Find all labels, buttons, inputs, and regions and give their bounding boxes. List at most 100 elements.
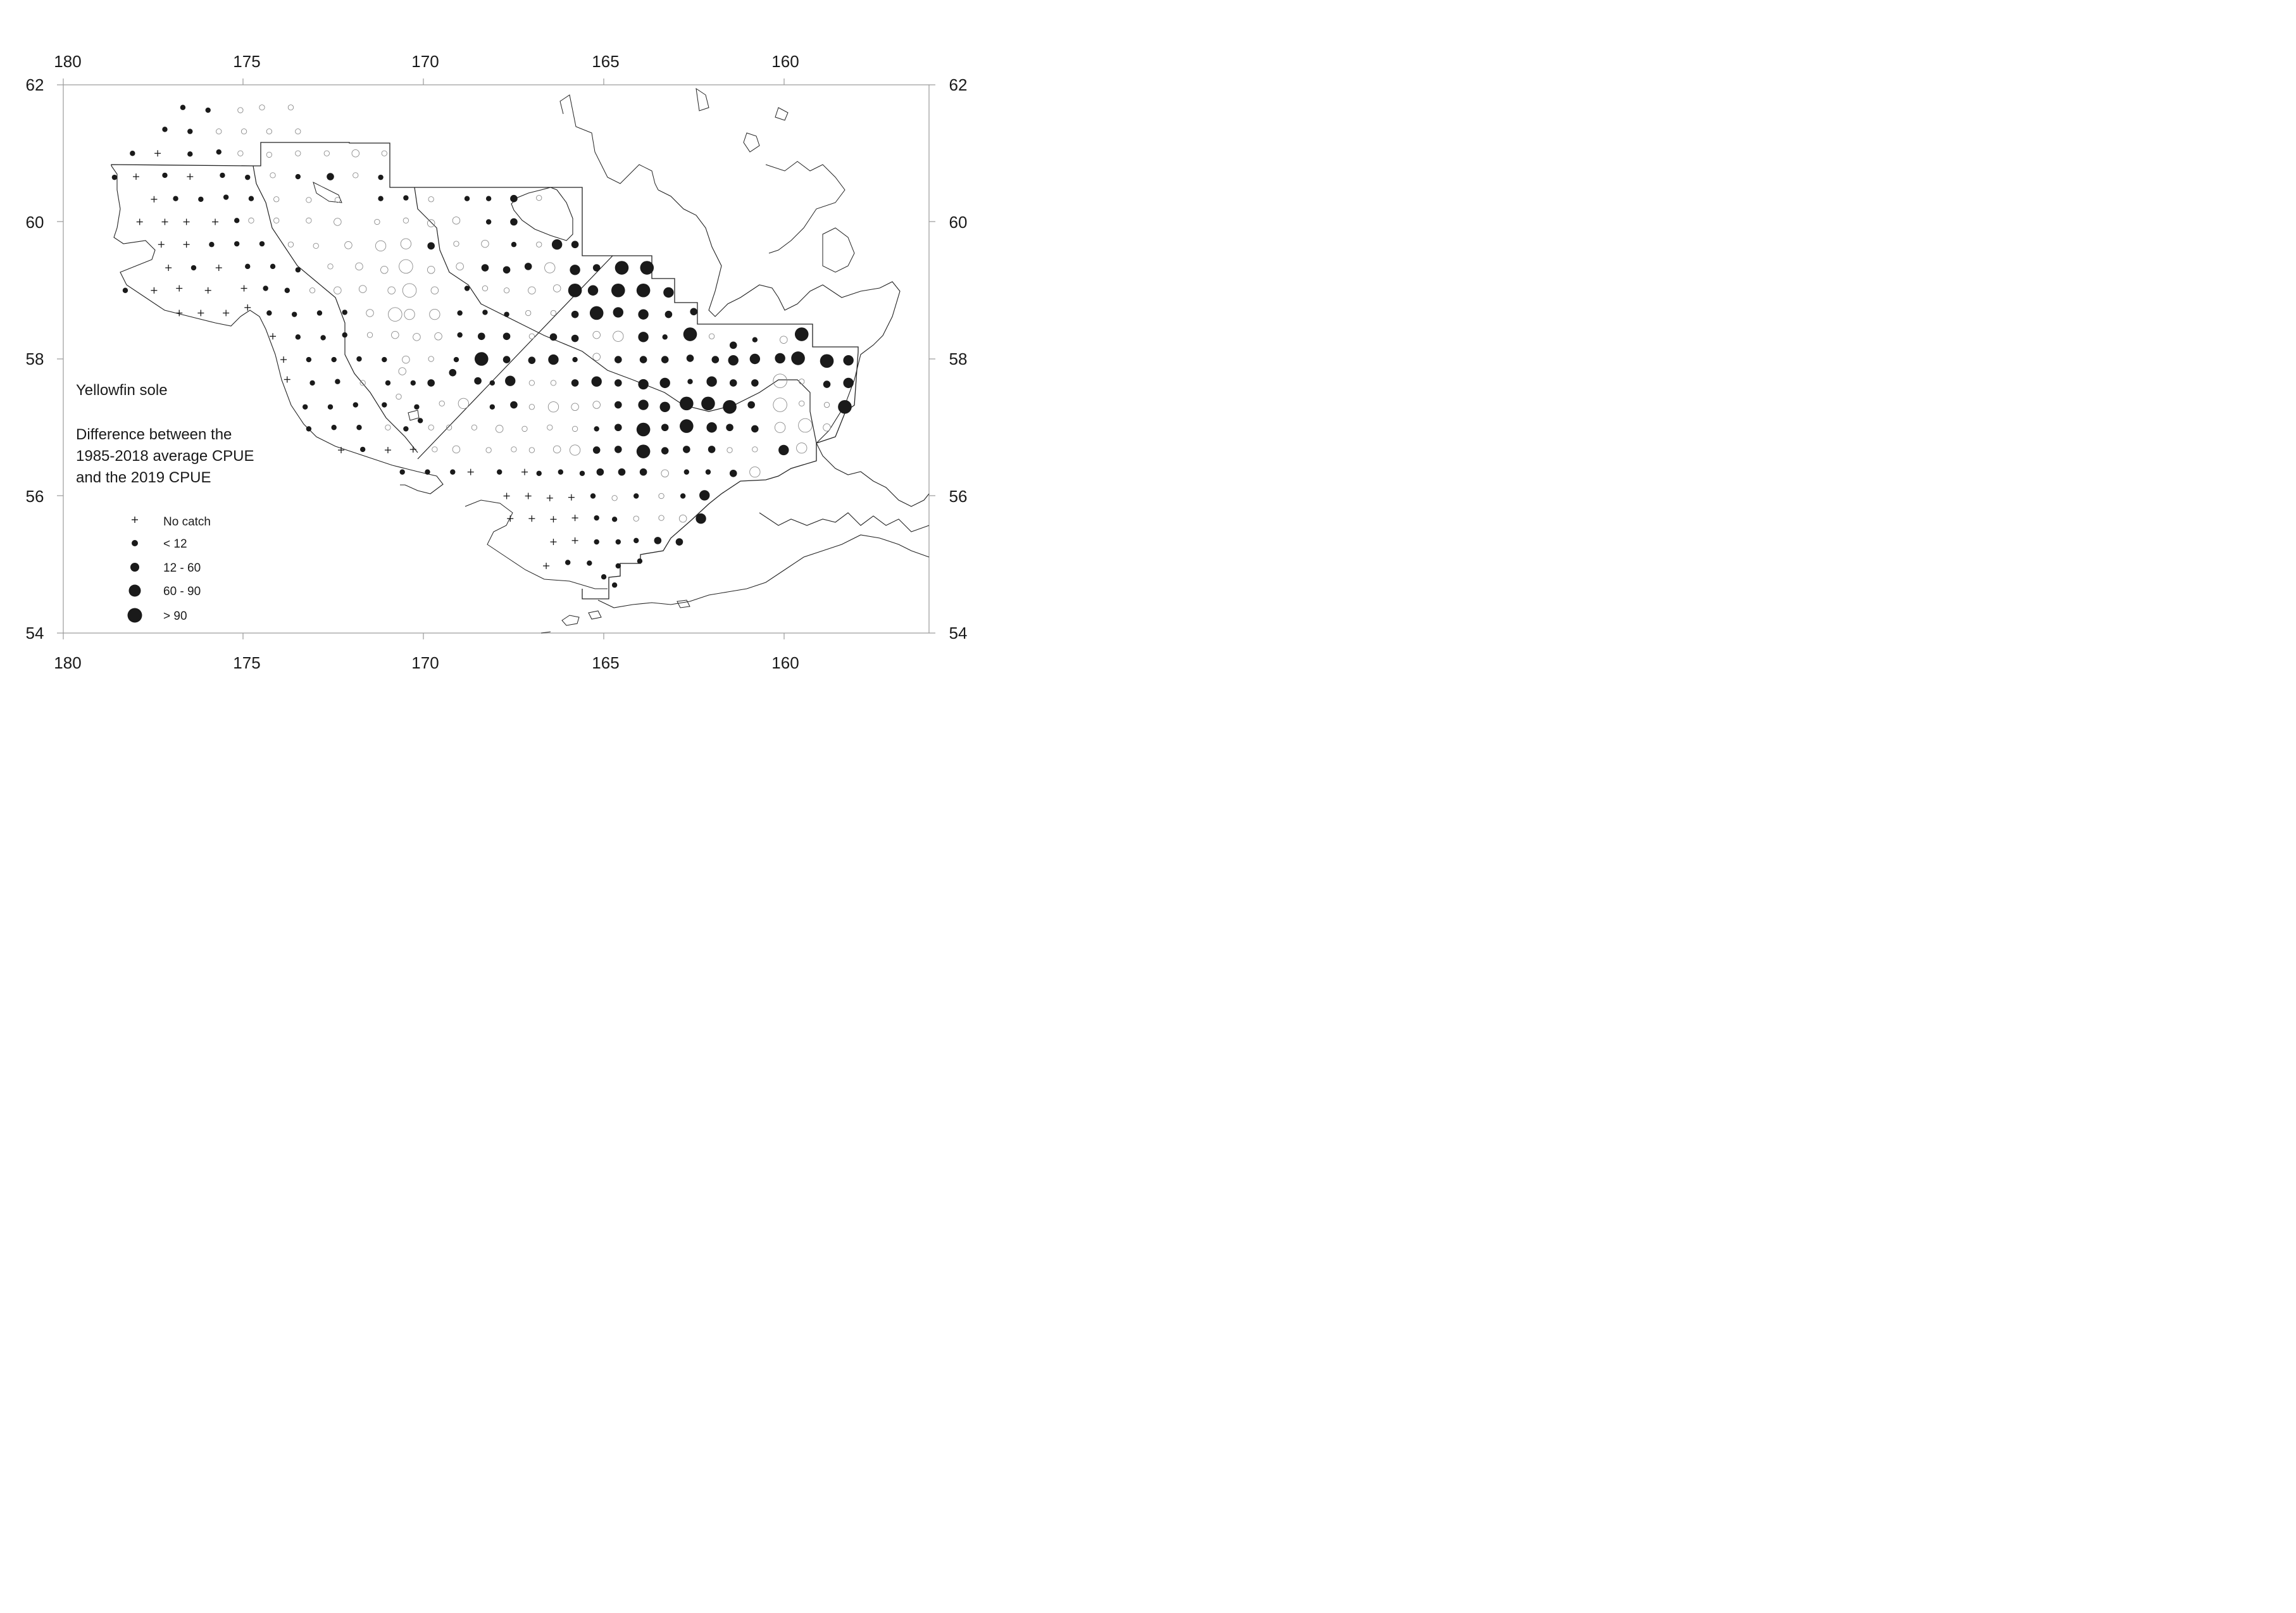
cpue-increase-marker <box>342 332 347 338</box>
cpue-decrease-marker <box>358 285 367 293</box>
cpue-decrease-marker <box>385 424 391 430</box>
cpue-increase-marker <box>263 286 268 291</box>
cpue-decrease-marker <box>495 425 504 433</box>
right-latitude-labels: 62 60 58 56 54 <box>949 75 968 643</box>
cpue-decrease-marker <box>266 128 273 135</box>
cpue-increase-marker <box>729 379 737 387</box>
cpue-decrease-marker <box>511 446 517 453</box>
cpue-decrease-marker <box>295 150 301 156</box>
cpue-increase-marker <box>751 425 759 433</box>
cpue-increase-marker <box>752 337 758 342</box>
cpue-increase-marker <box>638 332 649 342</box>
cpue-increase-marker <box>638 309 649 320</box>
nunivak-island <box>465 499 608 589</box>
cpue-increase-marker <box>359 446 366 453</box>
cpue-decrease-marker <box>678 514 687 523</box>
cpue-decrease-marker <box>427 219 435 227</box>
cpue-increase-marker <box>568 283 582 298</box>
cpue-decrease-marker <box>404 308 415 320</box>
cpue-increase-marker <box>675 538 683 546</box>
cpue-decrease-marker <box>525 310 532 317</box>
cpue-increase-marker <box>791 351 805 365</box>
cpue-increase-marker <box>234 218 240 223</box>
cpue-increase-marker <box>572 356 578 363</box>
cpue-decrease-marker <box>456 262 464 271</box>
cpue-increase-marker <box>778 444 789 456</box>
cpue-increase-marker <box>705 469 711 475</box>
cpue-increase-marker <box>751 379 759 387</box>
cpue-increase-marker <box>477 332 485 341</box>
cpue-increase-marker <box>615 424 622 432</box>
cpue-increase-marker <box>510 218 518 226</box>
cpue-increase-marker <box>637 558 643 564</box>
cpue-increase-marker <box>464 286 470 291</box>
cpue-decrease-marker <box>439 400 445 407</box>
cpue-increase-marker <box>190 265 197 271</box>
cpue-increase-marker <box>706 376 717 387</box>
cpue-increase-marker <box>187 129 193 134</box>
cpue-increase-marker <box>524 263 532 270</box>
cpue-increase-marker <box>823 380 831 388</box>
cpue-decrease-marker <box>536 241 542 248</box>
cpue-increase-marker <box>111 174 118 180</box>
cpue-decrease-marker <box>799 379 805 385</box>
cpue-decrease-marker <box>592 330 601 339</box>
cpue-increase-marker <box>636 422 651 437</box>
cpue-increase-marker <box>353 402 358 408</box>
cpue-increase-marker <box>680 396 694 411</box>
cpue-increase-marker <box>162 127 168 132</box>
cpue-increase-marker <box>615 379 622 387</box>
lat-label-right: 62 <box>949 75 968 94</box>
cpue-decrease-marker <box>528 404 535 410</box>
cpue-increase-marker <box>565 560 571 565</box>
cpue-decrease-marker <box>633 515 639 522</box>
lat-label-right: 54 <box>949 624 968 643</box>
cpue-decrease-marker <box>544 262 556 273</box>
survey-area-boundary <box>111 142 859 599</box>
cpue-increase-marker <box>729 469 737 477</box>
cpue-decrease-marker <box>428 196 434 203</box>
cpue-decrease-marker <box>391 330 399 339</box>
cpue-increase-marker <box>820 354 834 368</box>
cpue-decrease-marker <box>366 309 374 317</box>
cpue-increase-marker <box>636 444 651 458</box>
station-markers <box>111 104 854 588</box>
western-alaska-rivers <box>559 87 855 273</box>
cpue-decrease-marker <box>550 310 557 317</box>
cpue-decrease-marker <box>571 425 578 432</box>
cpue-decrease-marker <box>458 398 469 410</box>
cpue-increase-marker <box>504 311 509 317</box>
cpue-increase-marker <box>356 425 362 430</box>
cpue-decrease-marker <box>799 400 805 407</box>
cpue-decrease-marker <box>547 424 553 430</box>
cpue-increase-marker <box>611 283 625 298</box>
cpue-increase-marker <box>259 241 265 247</box>
cpue-decrease-marker <box>428 356 434 362</box>
cpue-increase-marker <box>611 517 618 522</box>
cpue-increase-marker <box>592 264 601 272</box>
cpue-increase-marker <box>489 404 496 410</box>
cpue-increase-marker <box>295 267 301 273</box>
cpue-increase-marker <box>457 332 463 338</box>
legend-label-gt-90: > 90 <box>163 610 187 623</box>
cpue-increase-marker <box>198 196 204 202</box>
cpue-increase-marker <box>457 310 463 316</box>
cpue-increase-marker <box>638 379 649 390</box>
cpue-increase-marker <box>295 334 301 340</box>
st-lawrence-island <box>313 182 342 203</box>
lon-label-bottom: 160 <box>771 653 799 672</box>
pribilof-island <box>408 410 420 421</box>
cpue-increase-marker <box>410 380 416 386</box>
cpue-increase-marker <box>683 469 690 475</box>
cpue-increase-marker <box>427 242 435 250</box>
cpue-increase-marker <box>636 283 651 298</box>
cpue-decrease-marker <box>592 353 601 361</box>
cpue-increase-marker <box>187 151 193 157</box>
subtitle-line-1: Difference between the <box>76 426 232 443</box>
cpue-increase-marker <box>320 335 326 341</box>
cpue-decrease-marker <box>306 197 312 203</box>
cpue-increase-marker <box>234 241 240 247</box>
cpue-increase-marker <box>571 379 579 387</box>
cpue-decrease-marker <box>413 333 421 341</box>
cpue-increase-marker <box>449 368 457 377</box>
